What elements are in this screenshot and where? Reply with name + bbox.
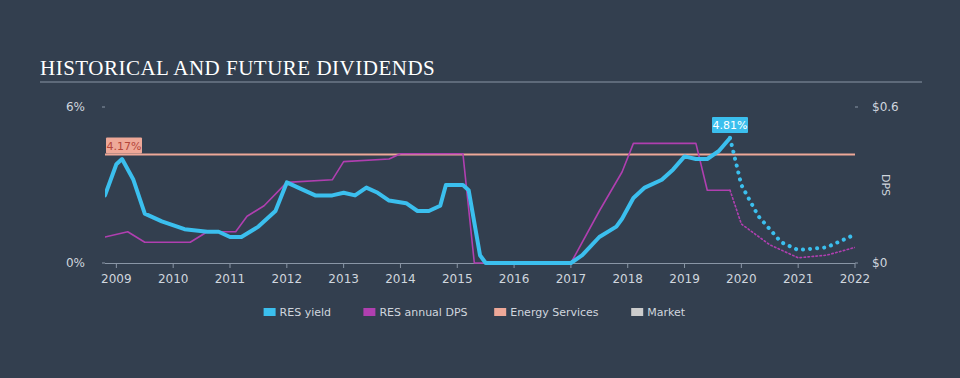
forecast-line	[730, 138, 855, 250]
labels: 4.17% 4.81%	[106, 117, 748, 154]
x-tick	[173, 263, 174, 268]
x-tick-label: 2011	[215, 272, 246, 286]
y-tick-label: 0%	[66, 256, 85, 270]
title: HISTORICAL AND FUTURE DIVIDENDS	[40, 56, 435, 80]
x-tick-label: 2017	[556, 272, 587, 286]
y2-axis-label: DPS	[879, 174, 892, 196]
legend-swatch	[264, 308, 276, 316]
x-tick-label: 2015	[442, 272, 473, 286]
chart: HISTORICAL AND FUTURE DIVIDENDS 2009 2010 2…	[0, 0, 960, 378]
x-tick	[741, 263, 742, 268]
plot-area	[105, 138, 855, 263]
y-tick	[102, 263, 105, 264]
x-tick	[230, 263, 231, 268]
x-tick-label: 2022	[840, 272, 871, 286]
data-label: 4.17%	[107, 140, 142, 153]
x-tick-label: 2013	[328, 272, 359, 286]
x-tick	[855, 263, 856, 268]
legend-swatch	[494, 308, 506, 316]
y2-tick-label: $0.6	[872, 100, 899, 114]
x-tick	[400, 263, 401, 268]
y2-tick	[855, 263, 858, 264]
x-tick	[116, 263, 117, 268]
data-label: 4.81%	[713, 119, 748, 132]
x-tick	[798, 263, 799, 268]
x-tick-label: 2012	[272, 272, 303, 286]
legend-label: RES yield	[280, 306, 331, 319]
data-label-box	[106, 138, 142, 154]
x-tick	[343, 263, 344, 268]
y-tick-label: 6%	[66, 100, 85, 114]
x-tick	[286, 263, 287, 268]
x-tick-label: 2021	[783, 272, 814, 286]
legend-label: RES annual DPS	[379, 306, 467, 319]
y-tick	[102, 107, 105, 108]
y2-tick-label: $0	[872, 256, 887, 270]
legend-label: Energy Services	[510, 306, 599, 319]
data-label-box	[712, 117, 748, 133]
x-tick-label: 2009	[101, 272, 132, 286]
x-tick	[457, 263, 458, 268]
background	[0, 0, 960, 378]
series-line	[105, 138, 730, 263]
x-tick-label: 2010	[158, 272, 189, 286]
x-tick-label: 2014	[385, 272, 416, 286]
x-tick	[627, 263, 628, 268]
x-tick-label: 2018	[612, 272, 643, 286]
title-rule	[40, 82, 922, 83]
y2-tick	[855, 107, 858, 108]
legend-swatch	[363, 308, 375, 316]
x-tick	[684, 263, 685, 268]
x-tick-label: 2020	[726, 272, 757, 286]
x-tick-label: 2016	[499, 272, 530, 286]
series-line	[105, 154, 855, 156]
legend-label: Market	[647, 306, 685, 319]
legend-swatch	[631, 308, 643, 316]
series-line	[105, 143, 730, 263]
legend: RES yield RES annual DPS Energy Services Ma…	[264, 306, 686, 319]
x-tick-label: 2019	[669, 272, 700, 286]
